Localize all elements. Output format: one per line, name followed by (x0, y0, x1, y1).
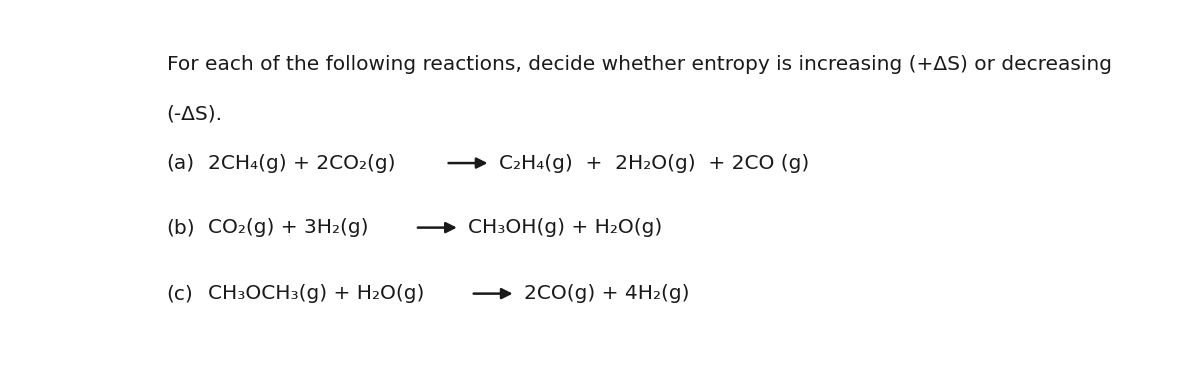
Text: C₂H₄(g)  +  2H₂O(g)  + 2CO (g): C₂H₄(g) + 2H₂O(g) + 2CO (g) (499, 154, 809, 173)
Text: 2CO(g) + 4H₂(g): 2CO(g) + 4H₂(g) (524, 284, 689, 303)
Text: (a): (a) (167, 154, 194, 173)
Text: For each of the following reactions, decide whether entropy is increasing (+ΔS) : For each of the following reactions, dec… (167, 54, 1111, 74)
Text: (c): (c) (167, 284, 193, 303)
Text: CH₃OH(g) + H₂O(g): CH₃OH(g) + H₂O(g) (468, 218, 662, 237)
Text: 2CH₄(g) + 2CO₂(g): 2CH₄(g) + 2CO₂(g) (208, 154, 395, 173)
Text: (-ΔS).: (-ΔS). (167, 104, 223, 123)
Text: CH₃OCH₃(g) + H₂O(g): CH₃OCH₃(g) + H₂O(g) (208, 284, 424, 303)
Text: (b): (b) (167, 218, 196, 237)
Text: CO₂(g) + 3H₂(g): CO₂(g) + 3H₂(g) (208, 218, 368, 237)
